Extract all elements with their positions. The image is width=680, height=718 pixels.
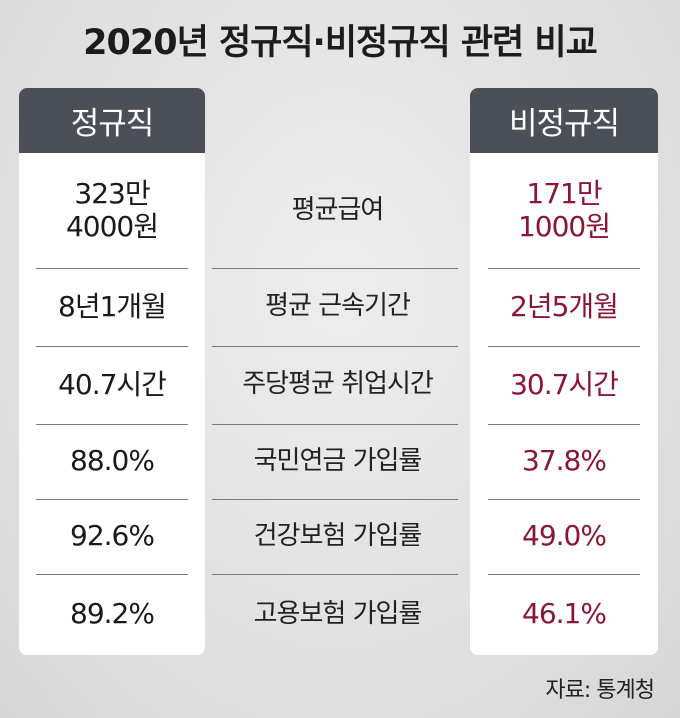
nonregular-column: 비정규직 171만 1000원 2년5개월 30.7시간 37.8% 49.0%… [470, 88, 658, 655]
nonregular-cell-pension: 37.8% [522, 444, 607, 478]
row-divider [36, 424, 188, 425]
regular-cell-health: 92.6% [70, 519, 155, 553]
regular-header: 정규직 [19, 88, 205, 153]
regular-cell-tenure: 8년1개월 [58, 289, 167, 323]
row-divider [36, 346, 188, 347]
row-divider [488, 268, 640, 269]
category-column: 평균급여 평균 근속기간 주당평균 취업시간 국민연금 가입률 건강보험 가입률… [210, 153, 465, 655]
regular-cell-hours: 40.7시간 [58, 367, 167, 401]
source-note: 자료: 통계청 [545, 678, 655, 703]
category-pension: 국민연금 가입률 [253, 445, 423, 476]
nonregular-cell-health: 49.0% [522, 519, 607, 553]
row-divider [488, 424, 640, 425]
row-divider [488, 346, 640, 347]
regular-cell-employment: 89.2% [70, 597, 155, 631]
nonregular-cell-employment: 46.1% [522, 597, 607, 631]
row-divider [212, 574, 458, 575]
nonregular-header: 비정규직 [470, 88, 658, 153]
row-divider [212, 499, 458, 500]
row-divider [212, 346, 458, 347]
row-divider [36, 574, 188, 575]
nonregular-cell-hours: 30.7시간 [510, 367, 619, 401]
regular-cell-salary: 323만 4000원 [65, 177, 159, 243]
nonregular-cell-salary: 171만 1000원 [517, 177, 611, 243]
row-divider [36, 268, 188, 269]
page-title: 2020년 정규직·비정규직 관련 비교 [83, 23, 598, 63]
row-divider [212, 268, 458, 269]
row-divider [488, 574, 640, 575]
category-salary: 평균급여 [291, 194, 385, 225]
regular-cell-pension: 88.0% [70, 444, 155, 478]
row-divider [212, 424, 458, 425]
row-divider [488, 499, 640, 500]
nonregular-cell-tenure: 2년5개월 [510, 289, 619, 323]
category-hours: 주당평균 취업시간 [242, 369, 434, 400]
category-employment: 고용보험 가입률 [253, 598, 423, 629]
row-divider [36, 499, 188, 500]
category-tenure: 평균 근속기간 [265, 291, 411, 322]
regular-column: 정규직 323만 4000원 8년1개월 40.7시간 88.0% 92.6% … [19, 88, 205, 655]
category-health: 건강보험 가입률 [253, 520, 423, 551]
